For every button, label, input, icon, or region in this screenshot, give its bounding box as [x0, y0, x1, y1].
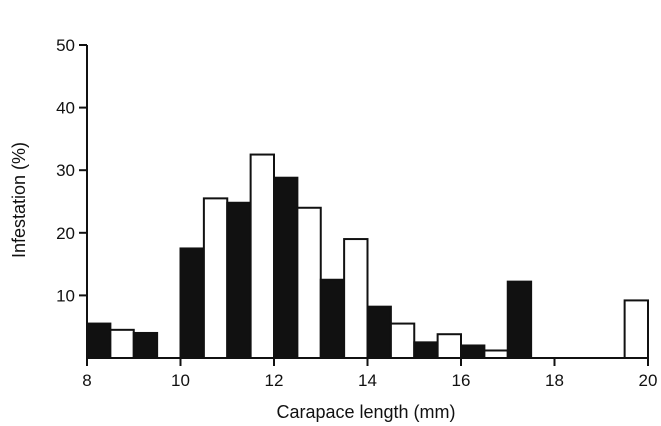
bar-15	[460, 344, 486, 360]
bar-2	[132, 331, 159, 359]
bar-4	[202, 197, 229, 359]
y-tick-label-1: 20	[56, 224, 75, 243]
bar-3	[179, 247, 205, 359]
bar-16	[483, 349, 509, 360]
bar-12	[389, 322, 416, 360]
bar-18	[623, 299, 649, 359]
y-tick-label-2: 30	[56, 161, 75, 180]
bar-1	[109, 328, 135, 359]
x-tick-label-4: 16	[452, 371, 471, 390]
bar-10	[343, 238, 369, 359]
x-tick-label-1: 10	[171, 371, 190, 390]
y-tick-label-3: 40	[56, 99, 75, 118]
bar-5	[226, 201, 252, 359]
y-tick-label-4: 50	[56, 36, 75, 55]
x-tick-label-6: 20	[639, 371, 658, 390]
bar-8	[296, 206, 322, 359]
y-ticks-group: 10 20 30 40 50	[56, 36, 87, 305]
bar-11	[366, 305, 392, 359]
bar-17	[506, 280, 533, 359]
x-tick-label-2: 12	[265, 371, 284, 390]
y-tick-label-0: 10	[56, 286, 75, 305]
bar-9	[319, 278, 346, 359]
bar-13	[413, 341, 439, 360]
bars-group	[86, 153, 649, 360]
bar-6	[249, 153, 275, 359]
x-tick-label-5: 18	[545, 371, 564, 390]
bar-0	[86, 322, 112, 360]
bar-14	[436, 333, 462, 360]
x-axis-title: Carapace length (mm)	[276, 402, 455, 422]
x-tick-label-3: 14	[358, 371, 377, 390]
bar-7	[273, 176, 299, 359]
x-tick-label-0: 8	[82, 371, 91, 390]
x-ticks-group: 8 10 12 14 16 18 20	[82, 358, 657, 390]
y-axis-title: Infestation (%)	[9, 142, 29, 258]
